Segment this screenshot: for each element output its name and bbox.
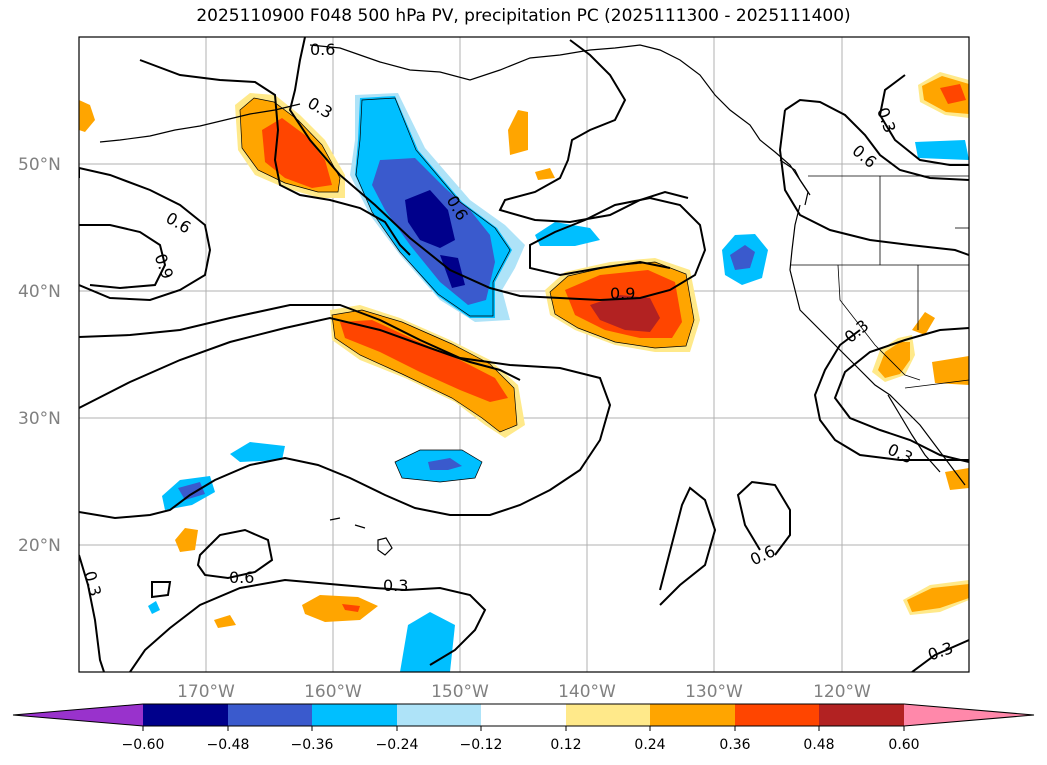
precip-positive-anomalies [79,72,969,628]
colorbar-tick-label: 0.36 [719,737,750,753]
colorbar-bin-pos-048 [819,704,904,726]
pos-blob-south-small [214,615,236,628]
pv-contour-19 [911,639,969,672]
longitude-labels: 170°W 160°W 150°W 140°W 130°W 120°W [177,682,871,702]
pv-contour-14 [784,98,969,181]
colorbar-tick-label: −0.12 [460,737,503,753]
colorbar-bin-neutral [481,704,566,726]
gridlines [79,37,969,672]
lat-label-50n: 50°N [18,155,61,175]
colorbar-bin-pos-024 [650,704,735,726]
pos-blob-pac-nw-small [508,110,528,155]
pv-contour-16 [878,74,969,166]
pos-blob-central-pac-inner [340,320,508,402]
hawaii-islands [329,517,393,556]
pv-contour-1 [288,37,707,302]
colorbar-tick-label: 0.60 [888,737,919,753]
bc-coast [779,159,809,206]
neg-blob-top-right [915,140,969,160]
pos-blob-south-right-mid [907,584,969,612]
pv-contour-2 [79,167,212,302]
colorbar-bin-neg-048 [228,704,312,726]
us-west-coast [789,204,966,486]
neg-blob-central-west [535,222,600,246]
precip-thin-contours [239,97,695,483]
pos-blob-mid-small [535,168,555,180]
pv-contour-18 [833,327,969,463]
neg-blob-gulf-alaska-core [405,190,455,248]
lat-label-20n: 20°N [18,536,61,556]
pv-contour-4 [79,304,612,520]
pv-contour-9 [129,578,487,672]
pv-contour-17 [813,329,969,461]
lat-label-30n: 30°N [18,409,61,429]
pv-contour-10 [151,581,172,599]
colorbar-tick-label: 0.48 [803,737,834,753]
pos-blob-ne-pac-core [590,295,660,332]
political-borders [790,175,969,389]
colorbar-tick-label: −0.48 [207,737,250,753]
lon-label-140w: 140°W [558,682,616,702]
pv-contour-11 [659,486,717,606]
alaska-coast [309,44,811,196]
colorbar-tick-label: −0.24 [376,737,419,753]
neg-blob-offshore-or-core [730,245,755,270]
pos-blob-california-mid [878,342,910,378]
colorbar-bin-neg-024 [397,704,481,726]
pv-contour-8 [196,528,274,580]
pv-contour-5 [79,316,521,409]
lon-label-150w: 150°W [431,682,489,702]
colorbar-tick-label: −0.36 [291,737,334,753]
pos-blob-hawaii-small [175,528,198,552]
pv-contour-13 [498,39,689,224]
pos-blob-aleutian-inner [262,118,332,188]
coastlines [99,44,966,556]
lon-label-170w: 170°W [177,682,235,702]
lat-label-40n: 40°N [18,282,61,302]
neg-blob-hawaii-ne-core [428,458,462,470]
aleutians [99,103,301,143]
pos-blob-south-mid [302,595,378,622]
pos-blob-top-right-core [940,84,966,104]
map-title: 2025110900 F048 500 hPa PV, precipitatio… [196,6,851,26]
pos-blob-baja [932,356,969,385]
colorbar-ticks [142,726,905,731]
lon-label-130w: 130°W [685,682,743,702]
neg-blob-west-2-core [178,482,205,500]
contour-label: 0.9 [610,284,635,303]
colorbar-tick-label: 0.12 [550,737,581,753]
pv-contour-7 [79,554,105,672]
lon-label-160w: 160°W [304,682,362,702]
pv-contour-6 [139,59,411,256]
state-border-3 [837,264,921,381]
colorbar-extend-low [13,704,143,726]
contour-label: 0.6 [310,40,335,59]
colorbar-extend-high [904,704,1034,726]
neg-blob-south [400,612,455,672]
colorbar-bin-neg-036 [312,704,397,726]
colorbar-tick-label: −0.60 [122,737,165,753]
colorbar-bin-pos-036 [735,704,819,726]
mexico-border [904,379,969,389]
pv-contour-15 [778,109,969,256]
pv-contours [79,37,969,672]
contour-label: 0.6 [229,568,254,587]
pos-blob-far-left [79,100,95,132]
precip-negative-anomalies [148,93,969,672]
colorbar-bin-pos-012 [566,704,650,726]
neg-blob-south-small [148,601,160,614]
pv-contour-3 [79,224,167,290]
colorbar-tick-label: 0.24 [634,737,665,753]
neg-blob-west-1 [230,442,285,462]
pos-blob-south-mid-core [342,604,360,612]
colorbar: −0.60 −0.48 −0.36 −0.24 −0.12 0.12 0.24 … [12,703,1035,753]
pos-blob-mexico [945,468,969,490]
colorbar-bin-neg-060 [143,704,228,726]
map-frame [78,36,970,673]
pv-contour-12 [736,480,791,556]
lon-label-120w: 120°W [813,682,871,702]
latitude-labels: 50°N 40°N 30°N 20°N [18,155,61,556]
contour-label: 0.3 [383,576,408,595]
